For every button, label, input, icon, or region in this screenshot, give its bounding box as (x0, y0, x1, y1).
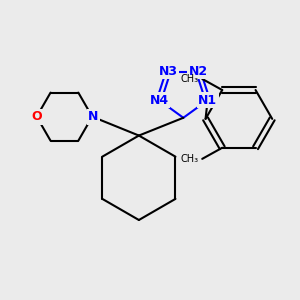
Text: N2: N2 (189, 65, 208, 78)
Text: O: O (32, 110, 42, 123)
Text: N: N (88, 110, 98, 123)
Text: CH₃: CH₃ (181, 74, 199, 84)
Text: N4: N4 (149, 94, 169, 106)
Text: CH₃: CH₃ (181, 154, 199, 164)
Text: N3: N3 (159, 65, 178, 78)
Text: N1: N1 (198, 94, 217, 106)
